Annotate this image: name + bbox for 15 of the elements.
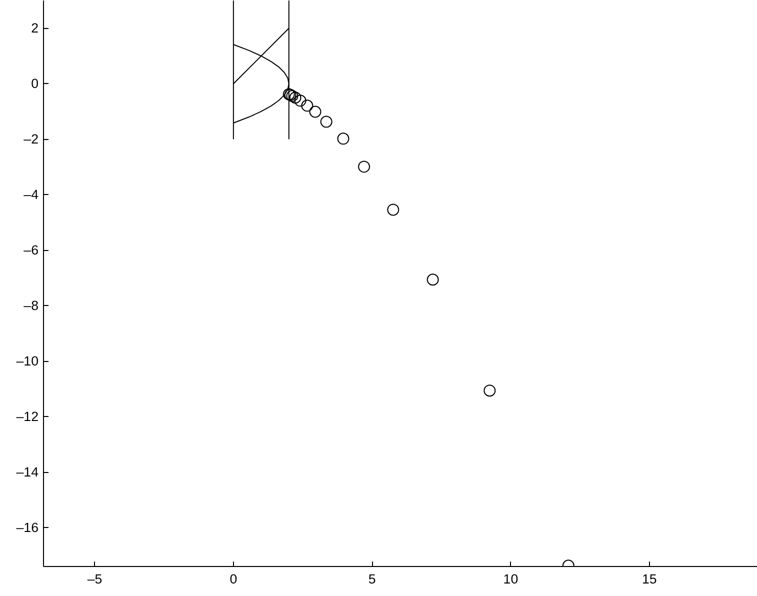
y-tick-label: –8 bbox=[24, 298, 39, 314]
y-tick-label: 2 bbox=[31, 20, 39, 36]
y-tick-label: –2 bbox=[24, 132, 39, 147]
y-tick-label: –16 bbox=[16, 520, 39, 536]
x-tick-label: 0 bbox=[230, 572, 238, 586]
x-tick-label: 15 bbox=[642, 572, 657, 586]
x-tick-label: –5 bbox=[87, 572, 102, 586]
y-tick-label: –10 bbox=[16, 354, 39, 369]
y-tick-label: –14 bbox=[16, 464, 40, 480]
x-tick-label: 10 bbox=[503, 572, 518, 586]
x-tick-label: 5 bbox=[368, 572, 376, 586]
y-tick-label: –4 bbox=[24, 187, 40, 202]
y-tick-label: –6 bbox=[24, 242, 39, 258]
y-tick-label: –12 bbox=[16, 409, 39, 424]
y-tick-label: 0 bbox=[31, 76, 39, 92]
